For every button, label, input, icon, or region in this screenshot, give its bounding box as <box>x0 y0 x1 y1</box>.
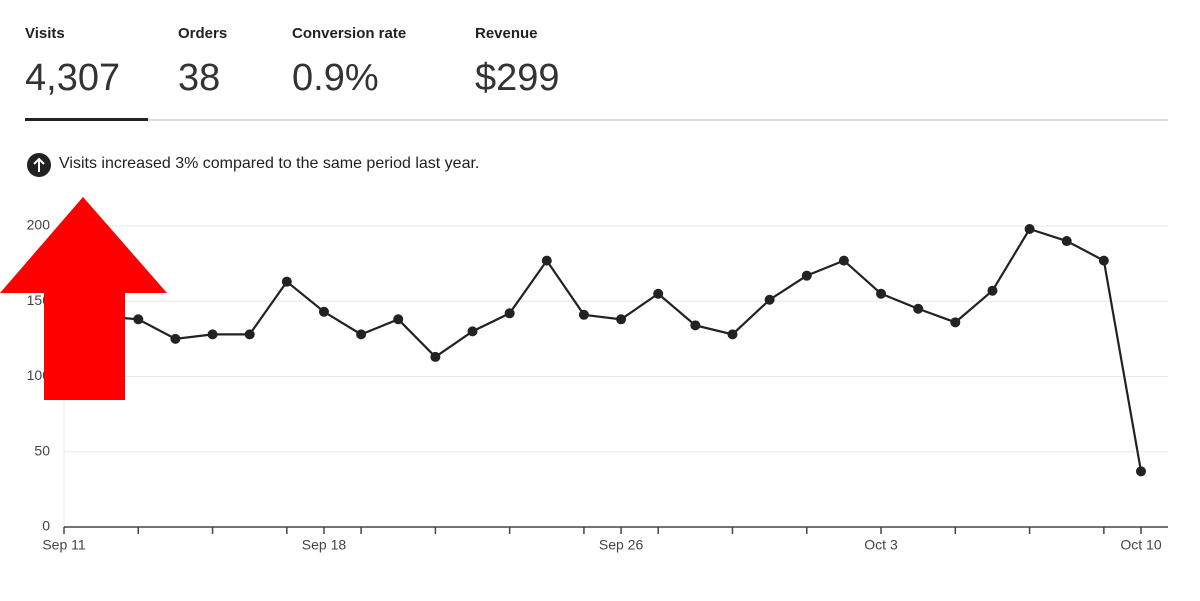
point <box>170 333 181 344</box>
point <box>1061 236 1072 247</box>
y-tick-label: 50 <box>34 442 50 458</box>
up-icon-arrow <box>33 157 45 172</box>
point <box>690 320 701 331</box>
active-tab-indicator <box>25 118 148 121</box>
message: Visits increased 3% compared to the same… <box>59 155 479 172</box>
stat-value: 0.9% <box>292 57 379 99</box>
point <box>838 255 849 266</box>
point <box>133 314 144 325</box>
x-tick-label: Sep 26 <box>599 537 644 553</box>
stat-tab[interactable]: Orders 38 <box>178 25 227 99</box>
point <box>653 288 664 299</box>
red-arrow <box>0 197 167 400</box>
stat-value: 4,307 <box>25 57 120 99</box>
point <box>1098 255 1109 266</box>
point <box>616 314 627 325</box>
point <box>801 270 812 281</box>
x-tick-label: Sep 11 <box>42 537 86 553</box>
point <box>393 314 404 325</box>
point <box>430 351 441 362</box>
x-tick-label: Oct 10 <box>1120 537 1161 553</box>
point <box>950 317 961 328</box>
point <box>913 303 924 314</box>
x-tick-label: Oct 3 <box>864 537 898 553</box>
stat-label: Visits <box>25 25 65 42</box>
point <box>987 285 998 296</box>
stat-label: Conversion rate <box>292 25 406 42</box>
stat-value: 38 <box>178 57 220 99</box>
point <box>467 326 478 337</box>
x-tick-label: Sep 18 <box>302 537 347 553</box>
point <box>504 308 515 319</box>
line <box>63 227 1143 472</box>
point <box>281 276 292 287</box>
point <box>876 288 887 299</box>
point <box>1024 224 1035 235</box>
y-tick-label: 0 <box>42 518 50 534</box>
point <box>1136 466 1146 477</box>
point <box>244 329 255 340</box>
stat-label: Orders <box>178 25 227 42</box>
point <box>578 309 589 320</box>
stat-tab[interactable]: Visits 4,307 <box>25 25 120 99</box>
point <box>207 329 218 340</box>
point <box>318 306 329 317</box>
point <box>541 255 552 266</box>
stat-tab[interactable]: Revenue $299 <box>475 25 560 99</box>
stat-value: $299 <box>475 57 560 99</box>
stat-tab[interactable]: Conversion rate 0.9% <box>292 25 406 99</box>
y-tick-label: 200 <box>27 217 51 233</box>
stat-label: Revenue <box>475 25 538 42</box>
point <box>727 329 738 340</box>
point <box>356 329 367 340</box>
point <box>764 294 775 305</box>
